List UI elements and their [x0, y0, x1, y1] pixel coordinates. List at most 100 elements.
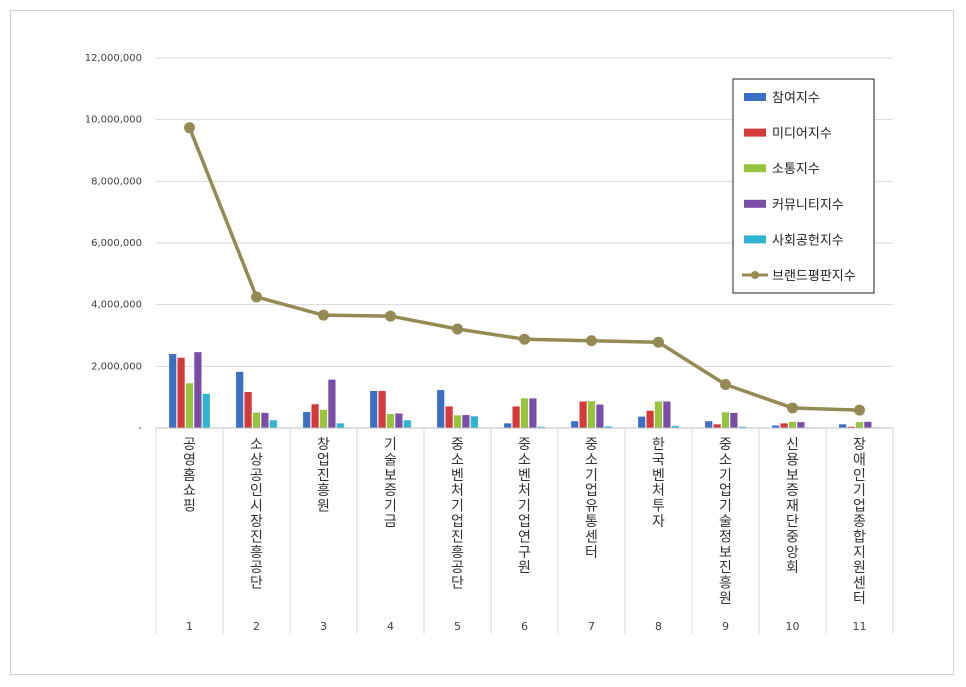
bar	[839, 424, 847, 428]
line-point	[251, 291, 262, 303]
bar	[855, 422, 864, 428]
bar	[571, 421, 579, 428]
bar	[772, 425, 780, 428]
category-name-char: 단	[451, 576, 464, 592]
bar	[604, 426, 612, 428]
legend-swatch	[744, 128, 766, 137]
category-name-char: 애	[853, 452, 866, 468]
category-name-char: 기	[384, 437, 397, 453]
bar	[780, 423, 788, 428]
bar	[596, 404, 604, 428]
bar	[579, 401, 587, 428]
category-name-char: 단	[250, 576, 263, 592]
bar	[378, 391, 386, 428]
reputation-line	[184, 122, 865, 416]
category-name-char: 보	[786, 468, 799, 484]
bar	[462, 415, 470, 428]
category-name-char: 공	[250, 560, 263, 576]
category-name-char: 재	[786, 499, 799, 515]
category-name-char: 술	[719, 514, 732, 530]
category-name-char: 합	[853, 529, 866, 545]
bar	[453, 415, 462, 428]
bar	[185, 383, 194, 428]
bar	[847, 426, 855, 428]
bar	[504, 423, 512, 428]
y-tick-label: -	[138, 423, 142, 434]
bar	[169, 354, 177, 428]
bar	[663, 401, 671, 428]
category-number: 3	[320, 620, 327, 633]
bar	[303, 411, 311, 428]
bar	[470, 416, 478, 428]
bar	[797, 422, 805, 428]
line-point	[452, 323, 463, 335]
bar	[445, 406, 453, 428]
bar	[788, 421, 797, 428]
category-name-char: 상	[250, 452, 263, 468]
bar	[537, 426, 545, 428]
bar	[319, 409, 328, 428]
bar	[252, 412, 261, 428]
category-name-char: 소	[250, 437, 263, 453]
category-name-char: 공	[183, 437, 196, 453]
bar	[202, 393, 210, 428]
y-tick-label: 2,000,000	[91, 361, 142, 372]
category-name-char: 자	[652, 514, 665, 530]
bar	[671, 426, 679, 428]
category-name-char: 핑	[183, 499, 196, 515]
legend-label: 소통지수	[772, 162, 820, 177]
category-name-char: 인	[853, 468, 866, 484]
category-name-char: 원	[317, 499, 330, 515]
x-axis: 공영홈쇼핑1소상공인시장진흥공단2창업진흥원3기술보증기금4중소벤처기업진흥공단…	[155, 427, 894, 634]
category-name-char: 신	[786, 437, 799, 453]
line-point	[184, 122, 195, 134]
category-name-char: 기	[719, 468, 732, 484]
line-point	[519, 333, 530, 345]
category-name-char: 업	[518, 514, 531, 530]
category-name-char: 원	[518, 560, 531, 576]
category-name-char: 기	[384, 499, 397, 515]
category-name-char: 흥	[719, 576, 732, 592]
category-name-char: 센	[853, 576, 866, 592]
line-point	[854, 404, 865, 416]
bar	[194, 352, 202, 428]
y-tick-label: 4,000,000	[91, 300, 142, 311]
category-number: 9	[722, 620, 729, 633]
legend-swatch	[744, 199, 766, 208]
category-name-char: 보	[384, 468, 397, 484]
category-name-char: 흥	[451, 545, 464, 561]
bar	[269, 420, 277, 428]
line-point	[318, 309, 329, 321]
bar	[244, 391, 252, 428]
category-name-char: 증	[384, 483, 397, 499]
bar	[638, 416, 646, 428]
bar	[370, 391, 378, 428]
category-name-char: 처	[451, 483, 464, 499]
bar	[520, 398, 529, 428]
category-name-char: 소	[451, 452, 464, 468]
line-point	[787, 402, 798, 414]
category-name-char: 장	[250, 514, 263, 530]
y-tick-label: 6,000,000	[91, 238, 142, 249]
category-name-char: 소	[518, 452, 531, 468]
category-number: 10	[786, 620, 800, 633]
legend-box	[732, 78, 875, 294]
category-name-char: 소	[585, 452, 598, 468]
category-name-char: 앙	[786, 545, 799, 561]
category-name-char: 연	[518, 529, 531, 545]
category-name-char: 장	[853, 437, 866, 453]
bar	[864, 421, 872, 428]
bar	[437, 390, 445, 428]
legend-label: 사회공헌지수	[772, 233, 844, 248]
category-name-char: 벤	[652, 468, 665, 484]
category-name-char: 진	[451, 529, 464, 545]
category-number: 5	[454, 620, 461, 633]
category-name-char: 창	[317, 437, 330, 453]
category-number: 8	[655, 620, 662, 633]
legend-label: 브랜드평판지수	[772, 269, 856, 284]
category-name-char: 회	[786, 560, 799, 576]
category-name-char: 중	[451, 437, 464, 453]
category-name-char: 지	[853, 545, 866, 561]
legend-swatch	[744, 164, 766, 173]
